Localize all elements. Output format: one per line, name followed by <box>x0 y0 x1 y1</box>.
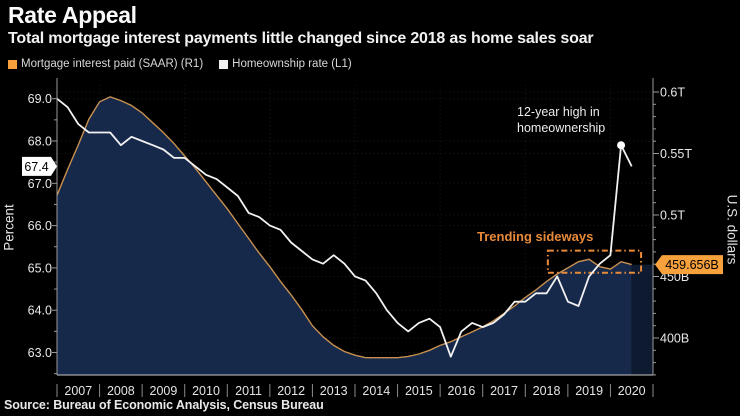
left-axis-title: Percent <box>1 204 17 251</box>
right-tick-label: 0.5T <box>660 209 685 223</box>
left-tick-label: 66.0 <box>28 219 52 233</box>
year-label: 2020 <box>618 384 646 398</box>
trending-sideways-box <box>546 249 643 274</box>
year-label: 2013 <box>320 384 348 398</box>
mortgage-area-extension <box>631 264 653 375</box>
year-label: 2012 <box>277 384 305 398</box>
legend-item-mortgage: Mortgage interest paid (SAAR) (R1) <box>8 58 203 70</box>
left-tick-label: 64.0 <box>28 304 52 318</box>
year-label: 2007 <box>64 384 92 398</box>
right-tick-label: 0.6T <box>660 86 685 100</box>
mortgage-series-swatch-icon <box>8 59 17 69</box>
right-value-badge-label: 459.656B <box>665 258 719 272</box>
annotation-12-year-high: 12-year high in homeownership <box>517 105 606 135</box>
homeownership-series-swatch-icon <box>219 59 229 69</box>
right-value-badge <box>655 255 723 275</box>
chart-title: Rate Appeal <box>8 2 137 28</box>
year-label: 2018 <box>533 384 561 398</box>
left-value-badge <box>22 156 57 176</box>
left-tick-label: 63.0 <box>28 346 52 360</box>
right-tick-label: 0.55T <box>660 147 692 161</box>
year-label: 2015 <box>405 384 433 398</box>
year-label: 2009 <box>150 384 178 398</box>
legend: Mortgage interest paid (SAAR) (R1) Homeo… <box>8 58 352 70</box>
left-value-badge-label: 67.4 <box>24 160 48 174</box>
year-label: 2016 <box>448 384 476 398</box>
left-tick-label: 68.0 <box>28 135 52 149</box>
left-tick-label: 69.0 <box>28 92 52 106</box>
mortgage-line <box>56 96 632 359</box>
legend-label-mortgage: Mortgage interest paid (SAAR) (R1) <box>21 58 204 70</box>
left-tick-label: 65.0 <box>28 261 52 275</box>
year-label: 2010 <box>192 384 220 398</box>
peak-dot <box>617 141 626 150</box>
legend-item-homeownership: Homeownship rate (L1) <box>219 58 352 70</box>
legend-label-homeownership: Homeownship rate (L1) <box>232 58 352 70</box>
year-label: 2019 <box>575 384 603 398</box>
chart-subtitle: Total mortgage interest payments little … <box>8 30 594 47</box>
year-label: 2008 <box>107 384 135 398</box>
year-label: 2017 <box>490 384 518 398</box>
right-tick-label: 400B <box>660 332 689 346</box>
left-tick-label: 67.0 <box>28 177 52 191</box>
year-label: 2011 <box>235 384 262 398</box>
annotation-trending-sideways: Trending sideways <box>477 229 594 244</box>
source-line: Source: Bureau of Economic Analysis, Cen… <box>4 398 324 412</box>
right-axis-title: U.S. dollars <box>724 194 740 265</box>
year-label: 2014 <box>362 384 390 398</box>
mortgage-area <box>57 96 632 376</box>
homeownership-line <box>56 97 633 358</box>
